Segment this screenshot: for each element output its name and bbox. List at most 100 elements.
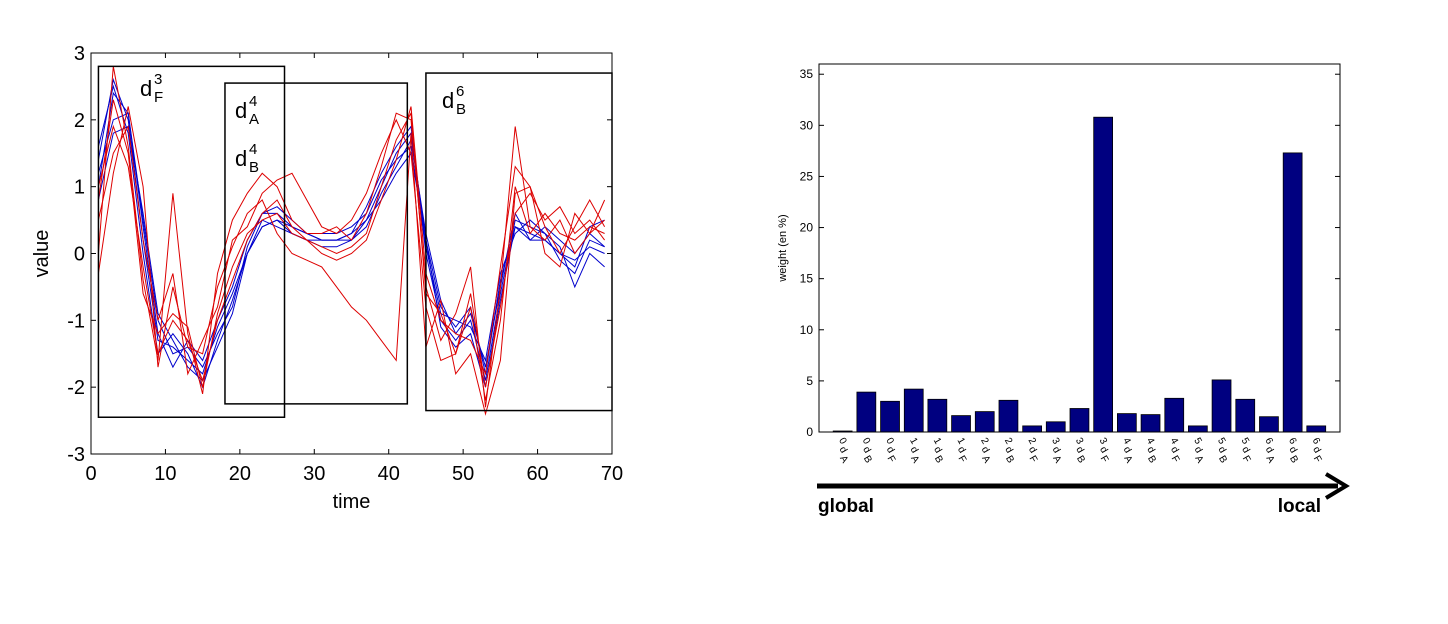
category-label-base: d bbox=[1097, 445, 1109, 455]
category-label: 5dB bbox=[1215, 436, 1229, 466]
category-label-base: d bbox=[1263, 445, 1275, 455]
category-label: 2dB bbox=[1002, 436, 1016, 466]
bar-8 bbox=[1022, 425, 1043, 433]
category-label-sup: 5 bbox=[1191, 436, 1204, 447]
region-label-sup: 4 bbox=[249, 141, 257, 158]
category-label-sub: A bbox=[1192, 454, 1205, 466]
category-label: 1dB bbox=[931, 436, 945, 465]
bar-y-tick-label: 35 bbox=[800, 67, 814, 81]
bar-20 bbox=[1306, 425, 1327, 433]
region-label: d bbox=[442, 88, 454, 113]
global-local-arrow-head bbox=[1324, 472, 1350, 500]
category-label: 0dB bbox=[860, 436, 874, 465]
category-label-sup: 4 bbox=[1144, 436, 1157, 447]
weight-bar-chart: 0dA0dB0dF1dA1dB1dF2dA2dB2dF3dA3dB3dF4dA4… bbox=[777, 63, 1350, 517]
category-label-base: d bbox=[908, 445, 920, 455]
category-label-base: d bbox=[837, 445, 849, 455]
category-label: 3dF bbox=[1097, 436, 1111, 465]
x-tick-label: 40 bbox=[378, 463, 400, 485]
category-label-sub: F bbox=[1169, 454, 1182, 465]
category-label-base: d bbox=[1310, 445, 1322, 455]
category-label: 6dA bbox=[1262, 436, 1276, 466]
bar-y-tick-label: 15 bbox=[800, 272, 814, 286]
bar-16 bbox=[1211, 379, 1232, 433]
category-label-base: d bbox=[1144, 445, 1156, 455]
bar-9 bbox=[1045, 421, 1066, 433]
bar-7 bbox=[998, 399, 1019, 433]
category-label-sub: A bbox=[979, 454, 992, 466]
x-tick-label: 50 bbox=[452, 463, 474, 485]
category-label-sub: B bbox=[1003, 454, 1016, 466]
category-label: 4dF bbox=[1168, 436, 1182, 465]
y-tick-label: 2 bbox=[74, 110, 85, 132]
bar-y-tick-label: 0 bbox=[806, 425, 813, 439]
category-label-sub: A bbox=[908, 454, 921, 466]
category-label-base: d bbox=[955, 445, 967, 455]
x-tick-label: 10 bbox=[154, 463, 176, 485]
series-group bbox=[97, 66, 606, 416]
category-label-base: d bbox=[1073, 445, 1085, 455]
bar-4 bbox=[927, 398, 948, 433]
y-tick-label: -3 bbox=[67, 444, 85, 466]
bar-12 bbox=[1117, 413, 1137, 433]
category-label-sup: 4 bbox=[1168, 436, 1181, 447]
bar-y-tick-label: 5 bbox=[806, 374, 813, 388]
bar-15 bbox=[1188, 425, 1208, 433]
x-tick-label: 60 bbox=[526, 463, 548, 485]
region-label-sup: 3 bbox=[154, 71, 162, 88]
category-label-base: d bbox=[979, 445, 991, 455]
y-tick-label: -2 bbox=[67, 377, 85, 399]
series-line-4 bbox=[97, 112, 605, 369]
category-label: 1dF bbox=[955, 436, 969, 465]
arrow-label-local: local bbox=[1278, 496, 1321, 517]
region-label-sub: F bbox=[154, 89, 163, 106]
category-label-sup: 3 bbox=[1073, 436, 1086, 447]
bar-10 bbox=[1069, 408, 1090, 433]
category-label: 3dA bbox=[1049, 436, 1063, 465]
bar-17 bbox=[1235, 398, 1256, 433]
bar-y-tick-label: 20 bbox=[800, 221, 814, 235]
category-label-sub: F bbox=[1027, 454, 1040, 465]
category-label-base: d bbox=[1168, 445, 1180, 455]
category-label: 2dA bbox=[978, 436, 992, 466]
bar-y-tick-label: 10 bbox=[800, 323, 814, 337]
category-label: 5dF bbox=[1239, 436, 1253, 465]
region-label-sub: A bbox=[249, 111, 259, 128]
category-label: 5dA bbox=[1191, 436, 1205, 466]
category-label: 0dF bbox=[883, 436, 897, 465]
category-label-sup: 2 bbox=[1026, 436, 1039, 447]
category-label-base: d bbox=[1239, 445, 1251, 455]
category-label-sub: A bbox=[837, 454, 850, 466]
category-label-sub: F bbox=[1240, 454, 1253, 465]
bar-2 bbox=[880, 400, 900, 433]
x-tick-label: 30 bbox=[303, 463, 325, 485]
category-label-sub: F bbox=[1098, 454, 1111, 465]
category-label-base: d bbox=[1121, 445, 1133, 455]
category-label-sub: B bbox=[1287, 454, 1300, 466]
category-label-sub: A bbox=[1263, 454, 1276, 466]
region-label: d bbox=[235, 98, 247, 123]
series-line-10 bbox=[97, 111, 605, 401]
series-line-6 bbox=[97, 66, 606, 408]
category-label-sub: B bbox=[1074, 454, 1087, 466]
category-label: 4dB bbox=[1144, 436, 1158, 465]
region-label-sub: B bbox=[249, 159, 259, 176]
category-label-base: d bbox=[1216, 445, 1228, 455]
category-label-sup: 5 bbox=[1215, 436, 1228, 447]
x-tick-label: 0 bbox=[85, 463, 96, 485]
category-label-sub: B bbox=[1216, 454, 1229, 466]
series-line-7 bbox=[97, 106, 605, 416]
category-label-base: d bbox=[1287, 445, 1299, 455]
bar-y-tick-label: 25 bbox=[800, 169, 814, 183]
region-label-sub: B bbox=[456, 101, 466, 118]
category-label-sup: 2 bbox=[1002, 436, 1015, 447]
category-label-sup: 1 bbox=[907, 436, 920, 447]
category-label-sup: 6 bbox=[1262, 436, 1275, 447]
category-label-sup: 1 bbox=[931, 436, 944, 447]
category-label: 6dF bbox=[1310, 436, 1324, 465]
bar-y-tick-label: 30 bbox=[800, 118, 814, 132]
category-label-sup: 3 bbox=[1097, 436, 1110, 447]
category-label: 4dA bbox=[1120, 436, 1134, 465]
